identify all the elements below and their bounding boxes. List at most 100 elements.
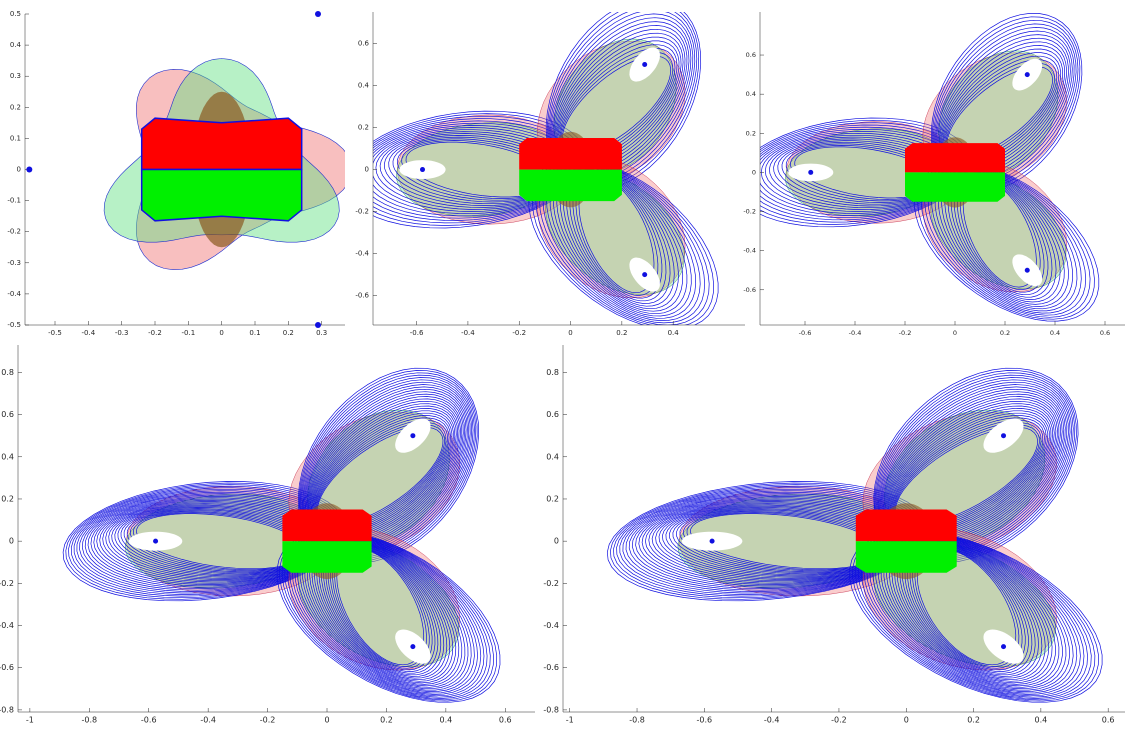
x-tick-label: -0.2 bbox=[899, 329, 912, 337]
region bbox=[855, 509, 957, 542]
point bbox=[420, 167, 426, 173]
x-tick-label: 0.2 bbox=[967, 716, 980, 725]
region bbox=[855, 541, 957, 573]
y-tick-label: 0.6 bbox=[1, 410, 14, 419]
y-tick-label: 0.8 bbox=[546, 368, 559, 377]
x-tick-label: 0.6 bbox=[1102, 716, 1115, 725]
x-tick-label: 0.6 bbox=[499, 716, 512, 725]
y-tick-label: 0 bbox=[752, 168, 756, 176]
y-tick-label: -0.6 bbox=[543, 663, 559, 672]
y-tick-label: -0.4 bbox=[0, 621, 14, 630]
region bbox=[282, 509, 372, 542]
region bbox=[519, 138, 622, 170]
y-tick-label: 0.2 bbox=[546, 494, 559, 503]
x-tick-label: 0 bbox=[568, 329, 572, 337]
x-tick-label: 0.2 bbox=[1000, 329, 1010, 337]
y-tick-label: -0.1 bbox=[7, 197, 21, 205]
x-tick-label: 0.2 bbox=[380, 716, 393, 725]
y-tick-label: 0.6 bbox=[358, 40, 370, 48]
y-tick-label: 0.5 bbox=[10, 10, 21, 18]
point bbox=[1001, 433, 1007, 439]
point bbox=[315, 322, 321, 328]
y-tick-label: 0.2 bbox=[358, 124, 369, 132]
region bbox=[282, 541, 372, 573]
plot-area bbox=[760, 13, 1100, 322]
x-tick-label: -0.4 bbox=[81, 329, 95, 337]
x-tick-label: -0.2 bbox=[260, 716, 276, 725]
y-tick-label: 0 bbox=[17, 166, 21, 174]
x-tick-label: 0.3 bbox=[316, 329, 327, 337]
x-tick-label: 0 bbox=[904, 716, 909, 725]
plot-area bbox=[606, 367, 1103, 703]
y-tick-label: -0.6 bbox=[743, 286, 756, 294]
y-tick-label: 0 bbox=[554, 537, 559, 546]
y-tick-label: 0.6 bbox=[546, 410, 559, 419]
point bbox=[410, 644, 416, 650]
y-tick-label: 0.4 bbox=[358, 82, 370, 90]
point bbox=[1001, 644, 1007, 650]
y-tick-label: 0.2 bbox=[10, 103, 21, 111]
y-tick-label: -0.4 bbox=[543, 621, 559, 630]
plot-area bbox=[62, 367, 501, 703]
y-tick-label: 0.4 bbox=[546, 452, 559, 461]
panel: -0.6 -0.4 -0.2 0 0.2 0.4 0.6 -0.6 -0.4 -0.2 0 0.2 0.… bbox=[743, 12, 1125, 337]
y-tick-label: -0.8 bbox=[543, 705, 559, 714]
y-tick-label: -0.2 bbox=[743, 208, 756, 216]
region bbox=[140, 168, 303, 222]
x-tick-label: -0.4 bbox=[849, 329, 862, 337]
x-tick-label: 0 bbox=[324, 716, 329, 725]
y-tick-label: 0.4 bbox=[1, 452, 14, 461]
x-tick-label: 0.4 bbox=[439, 716, 452, 725]
x-tick-label: -0.8 bbox=[629, 716, 645, 725]
x-tick-label: 0.2 bbox=[283, 329, 294, 337]
y-tick-label: -0.5 bbox=[7, 321, 21, 329]
x-tick-label: -0.2 bbox=[148, 329, 162, 337]
y-tick-label: -0.6 bbox=[0, 663, 14, 672]
y-tick-label: 0.2 bbox=[746, 129, 756, 137]
y-tick-label: 0.6 bbox=[746, 51, 756, 59]
y-tick-label: 0.3 bbox=[10, 72, 21, 80]
plot-area bbox=[103, 58, 345, 271]
y-tick-label: -0.4 bbox=[7, 290, 21, 298]
point bbox=[642, 272, 648, 278]
panel: -1 -0.8 -0.6 -0.4 -0.2 0 0.2 0.4 0.6 -0.8 -0.6 -0.4… bbox=[0, 345, 535, 725]
x-tick-label: 0.4 bbox=[1035, 716, 1048, 725]
y-tick-label: -0.4 bbox=[743, 247, 756, 255]
x-tick-label: -1 bbox=[566, 716, 574, 725]
x-tick-label: 0.4 bbox=[1050, 329, 1060, 337]
region bbox=[905, 172, 1005, 202]
y-tick-label: 0.8 bbox=[1, 368, 14, 377]
panel: -0.5 -0.4 -0.3 -0.2 -0.1 0 0.1 0.2 0.3 -0.5 -0.4 -0… bbox=[7, 10, 345, 337]
panel: -0.6 -0.4 -0.2 0 0.2 0.4 -0.6 -0.4 -0.2 0 0.2 0.4 0.… bbox=[355, 12, 745, 337]
panel: -1 -0.8 -0.6 -0.4 -0.2 0 0.2 0.4 0.6 -0.8 -0.6 -0.4… bbox=[543, 345, 1125, 725]
point bbox=[410, 433, 416, 439]
region bbox=[905, 143, 1005, 173]
x-tick-label: -0.5 bbox=[48, 329, 62, 337]
point bbox=[808, 169, 814, 175]
y-tick-label: -0.3 bbox=[7, 259, 21, 267]
x-tick-label: 0.6 bbox=[1100, 329, 1110, 337]
x-tick-label: 0 bbox=[953, 329, 957, 337]
region bbox=[140, 117, 303, 171]
point bbox=[1024, 267, 1030, 273]
x-tick-label: -0.6 bbox=[141, 716, 157, 725]
point bbox=[315, 11, 321, 17]
x-tick-label: 0 bbox=[219, 329, 223, 337]
y-tick-label: -0.2 bbox=[355, 208, 369, 216]
x-tick-label: -1 bbox=[26, 716, 34, 725]
point bbox=[1024, 72, 1030, 78]
x-tick-label: -0.2 bbox=[512, 329, 526, 337]
x-tick-label: -0.4 bbox=[200, 716, 216, 725]
point bbox=[26, 166, 33, 173]
y-tick-label: -0.2 bbox=[7, 228, 21, 236]
x-tick-label: 0.1 bbox=[249, 329, 260, 337]
x-tick-label: 0.2 bbox=[616, 329, 627, 337]
y-tick-label: -0.8 bbox=[0, 705, 14, 714]
y-tick-label: -0.4 bbox=[355, 250, 369, 258]
point bbox=[153, 538, 159, 544]
y-tick-label: 0.4 bbox=[10, 41, 22, 49]
x-tick-label: -0.8 bbox=[82, 716, 98, 725]
y-tick-label: -0.2 bbox=[0, 579, 14, 588]
y-tick-label: 0.4 bbox=[746, 90, 756, 98]
x-tick-label: -0.4 bbox=[461, 329, 475, 337]
